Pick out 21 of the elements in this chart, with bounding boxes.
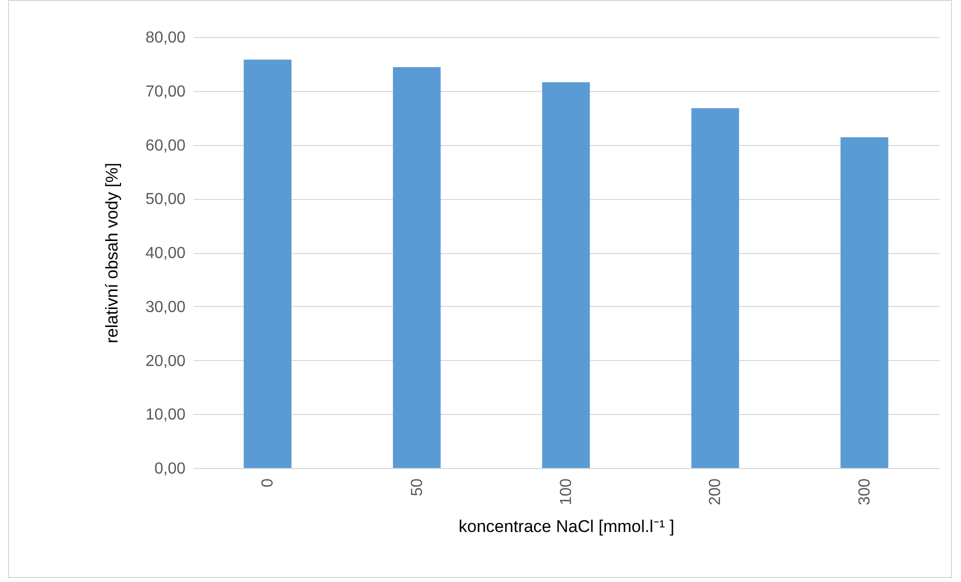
x-tick-label: 100: [558, 478, 575, 506]
bar: [542, 82, 590, 468]
y-tick-label: 50,00: [145, 191, 186, 208]
x-axis-title: koncentrace NaCl [mmol.l⁻¹ ]: [458, 517, 674, 536]
y-tick-label: 0,00: [154, 460, 186, 478]
y-tick-label: 40,00: [145, 245, 186, 262]
x-tick-label: 50: [408, 478, 426, 496]
y-tick-label: 20,00: [145, 352, 186, 370]
x-tick-label: 0: [260, 478, 277, 488]
y-tick-label: 80,00: [145, 30, 186, 46]
y-tick-label: 70,00: [145, 83, 186, 100]
x-tick-label: 200: [707, 478, 724, 506]
y-tick-label: 60,00: [145, 137, 186, 154]
y-tick-label: 30,00: [145, 298, 186, 316]
bar: [244, 60, 292, 468]
bar: [392, 67, 441, 468]
y-axis-title: relativní obsah vody [%]: [102, 162, 122, 344]
bar: [691, 108, 740, 468]
y-tick-label: 10,00: [145, 406, 186, 424]
x-tick-label: 300: [856, 478, 874, 506]
bar: [840, 137, 888, 468]
